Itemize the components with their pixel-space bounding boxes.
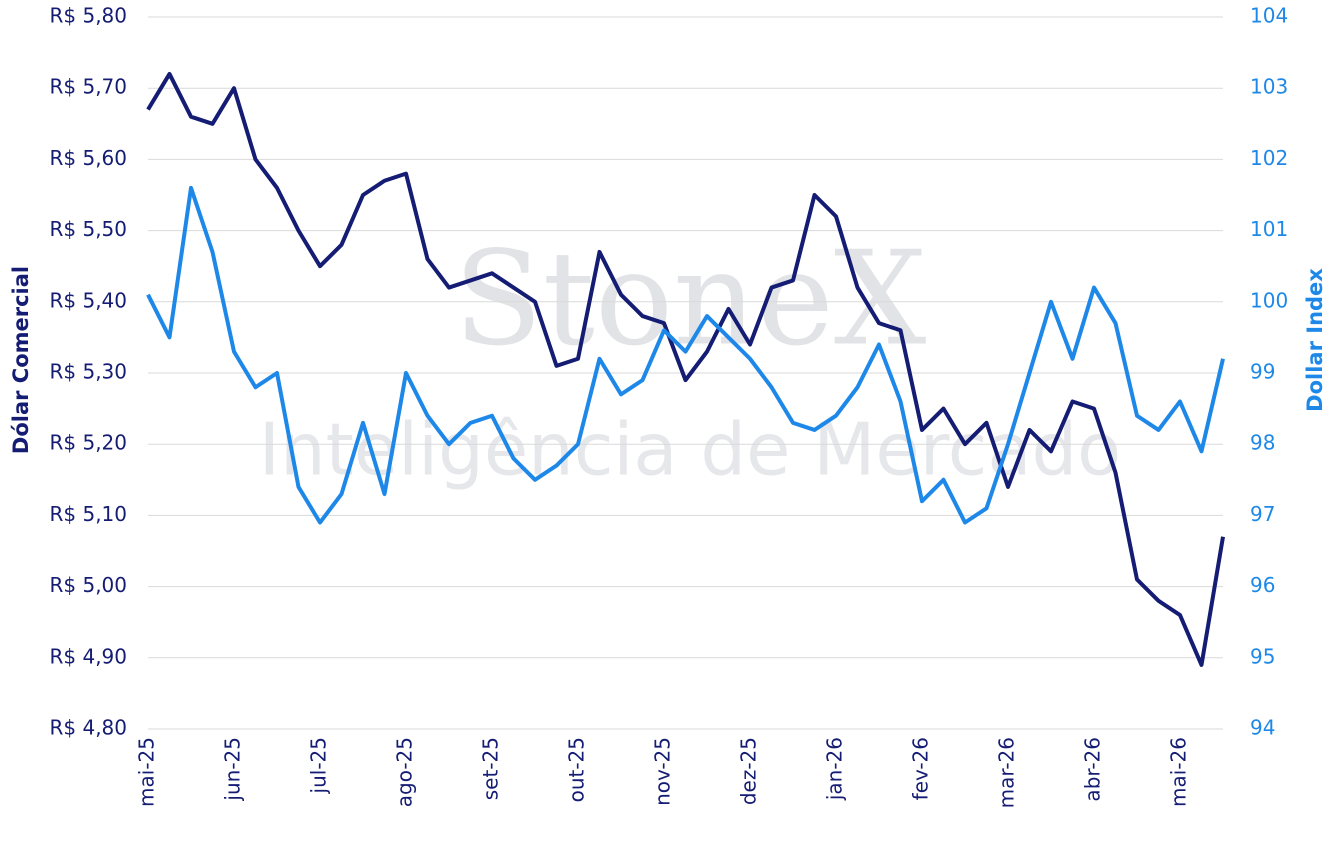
y-tick-label: R$ 4,80 — [49, 716, 127, 740]
y2-axis-label: Dollar Index — [1303, 268, 1327, 412]
x-tick-label: mai-26 — [1167, 737, 1191, 807]
y2-tick-label: 96 — [1250, 573, 1275, 597]
x-tick-label: fev-26 — [909, 737, 933, 800]
y-tick-label: R$ 5,20 — [49, 431, 127, 455]
y-tick-label: R$ 4,90 — [49, 644, 127, 668]
y-tick-label: R$ 5,70 — [49, 75, 127, 99]
x-tick-label: ago-25 — [393, 737, 417, 807]
y-axis-label: Dólar Comercial — [9, 266, 33, 454]
watermark: Inteligência de Mercado — [259, 408, 1121, 492]
y-tick-label: R$ 5,60 — [49, 146, 127, 170]
y2-tick-label: 94 — [1250, 716, 1275, 740]
y2-tick-label: 99 — [1250, 360, 1275, 384]
x-tick-label: jun-25 — [221, 737, 245, 802]
y-tick-label: R$ 5,10 — [49, 502, 127, 526]
x-tick-label: abr-26 — [1081, 737, 1105, 802]
y2-tick-label: 97 — [1250, 502, 1275, 526]
y2-tick-label: 102 — [1250, 146, 1288, 170]
x-tick-label: mar-26 — [995, 737, 1019, 808]
y-tick-label: R$ 5,40 — [49, 288, 127, 312]
x-tick-label: set-25 — [479, 737, 503, 800]
x-tick-label: jan-26 — [823, 737, 847, 801]
y2-tick-label: 98 — [1250, 431, 1275, 455]
y2-tick-label: 101 — [1250, 217, 1288, 241]
watermark: StoneX — [454, 223, 927, 375]
y2-tick-label: 95 — [1250, 644, 1275, 668]
series-line — [146, 185, 1225, 525]
y-tick-label: R$ 5,00 — [49, 573, 127, 597]
x-tick-label: mai-25 — [135, 737, 159, 807]
series-line — [146, 71, 1225, 667]
x-tick-label: out-25 — [565, 737, 589, 802]
y2-tick-label: 100 — [1250, 288, 1288, 312]
x-tick-label: jul-25 — [307, 737, 331, 794]
y2-tick-label: 104 — [1250, 4, 1288, 28]
x-tick-label: dez-25 — [737, 737, 761, 805]
y-tick-label: R$ 5,30 — [49, 360, 127, 384]
x-tick-label: nov-25 — [651, 737, 675, 806]
y-tick-label: R$ 5,50 — [49, 217, 127, 241]
y2-tick-label: 103 — [1250, 75, 1288, 99]
y-tick-label: R$ 5,80 — [49, 4, 127, 28]
